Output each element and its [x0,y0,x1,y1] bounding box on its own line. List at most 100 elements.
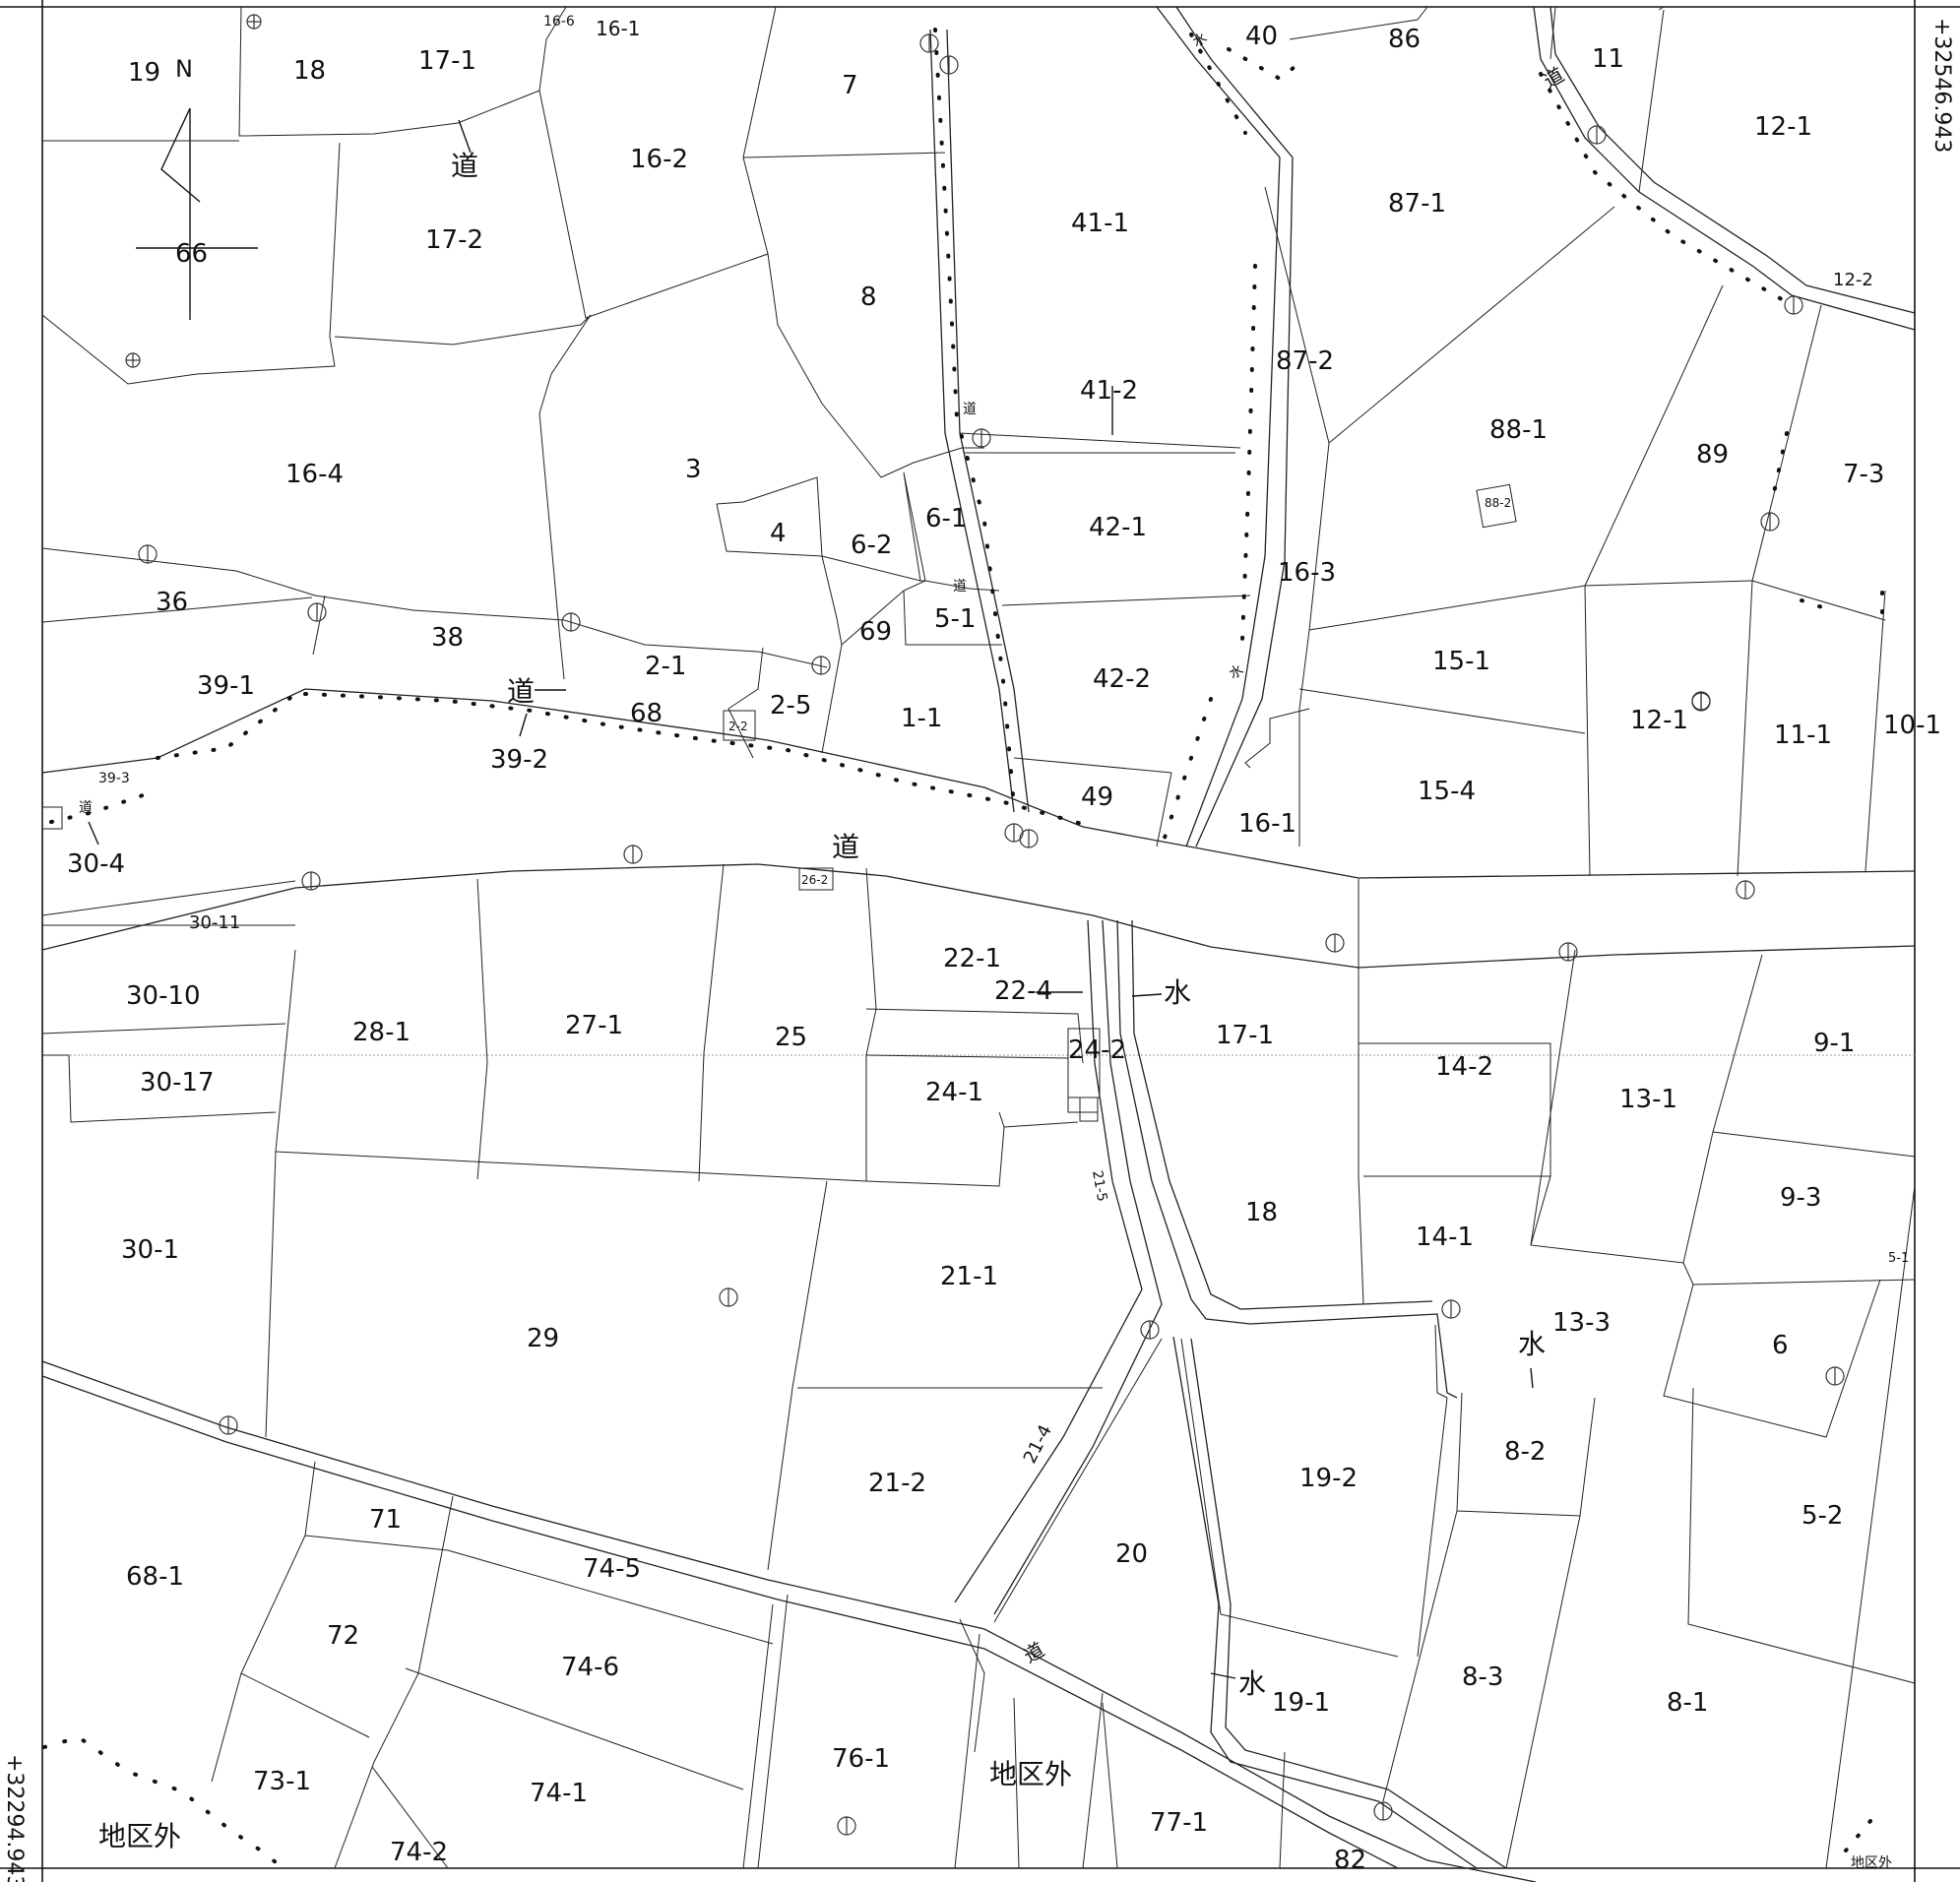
parcel-label: 18 [1245,1198,1278,1227]
parcel-label: 8 [860,282,877,312]
parcel-label: 11 [1592,44,1624,74]
parcel-label: 6-2 [851,531,892,560]
water-label: 水 [1238,1667,1266,1700]
parcel-label: 68-1 [126,1562,184,1592]
parcel-label: 16-4 [285,460,344,489]
outside-district-label: 地区外 [98,1820,181,1852]
parcel-label: 17-1 [418,46,476,76]
parcel-label: 73-1 [253,1767,311,1796]
parcel-label: 25 [775,1023,807,1052]
parcel-label: 26-2 [801,873,828,887]
parcel-label: 88-2 [1485,496,1511,510]
outside-district-label: 地区外 [1851,1855,1892,1871]
parcel-label: 18 [293,56,326,86]
parcel-label: 87-1 [1388,189,1446,219]
road-label: 道 [507,675,535,708]
parcel-label: 42-2 [1093,664,1151,694]
water-label: 水 [1190,31,1210,51]
parcel-label: 8-1 [1667,1688,1708,1718]
parcel-label: 74-5 [583,1554,641,1584]
parcel-label: 76-1 [832,1744,890,1774]
parcel-label: 21-1 [940,1262,998,1291]
parcel-label: 21-2 [868,1469,926,1498]
parcel-label: 39-1 [197,671,255,701]
parcel-label: 12-1 [1630,706,1688,735]
parcel-label: 72 [327,1621,359,1651]
parcel-label: 7-3 [1843,460,1884,489]
parcel-label: 28-1 [352,1018,411,1047]
parcel-label: 21-5 [1089,1169,1109,1203]
parcel-label: 19 [128,58,160,88]
parcel-label: 77-1 [1150,1808,1208,1838]
parcel-label: 12-2 [1833,270,1873,290]
road-label: 道 [79,800,93,816]
parcel-label: 74-6 [561,1653,619,1682]
water-label: 水 [1518,1328,1546,1360]
parcel-label: 6 [1772,1331,1789,1360]
parcel-label: 30-17 [140,1068,215,1098]
outside-district-label: 地区外 [989,1758,1072,1790]
parcel-label: 5-1 [1888,1251,1909,1266]
parcel-label: 41-2 [1080,376,1138,406]
parcel-label: 30-11 [189,912,240,933]
road-label: 道 [963,402,977,417]
parcel-label: 74-2 [390,1838,448,1867]
parcel-label: 12-1 [1754,112,1812,142]
parcel-label: 22-4 [994,976,1052,1006]
parcel-label: 71 [369,1505,402,1535]
parcel-label: 16-1 [1238,809,1296,839]
road-label: 道 [953,579,967,595]
parcel-label: 5-1 [934,604,976,634]
survey-markers [125,14,1845,1836]
parcel-labels: 19 18 17-1 16-6 16-1 7 40 86 11 12-1 16-… [67,14,1941,1875]
parcel-label: 39-3 [98,771,130,786]
parcel-label: 82 [1334,1846,1366,1875]
parcel-label: 8-3 [1462,1662,1503,1692]
parcel-label: 16-2 [630,145,688,174]
parcel-label: 4 [770,519,787,548]
parcel-label: 86 [1388,25,1421,54]
water-label: 水 [1164,976,1191,1009]
parcel-label: 40 [1245,22,1278,51]
parcel-label: 16-3 [1278,558,1336,588]
parcel-label: 14-2 [1435,1052,1493,1082]
parcel-label: 6-1 [925,504,967,533]
central-road [929,29,1458,1615]
parcel-label: 36 [156,588,188,617]
parcel-label: 89 [1696,440,1729,470]
parcel-label: 38 [431,623,464,653]
parcel-label: 27-1 [565,1011,623,1040]
parcel-label: 13-3 [1552,1308,1611,1338]
parcel-label: 19-2 [1299,1464,1358,1493]
annotation-arrows [88,119,1534,1679]
parcel-label: 16-6 [543,14,575,30]
parcel-label: 11-1 [1774,721,1832,750]
parcel-label: 74-1 [530,1779,588,1808]
parcel-boundaries [41,6,1916,1869]
parcel-label: 5-2 [1802,1501,1843,1531]
water-channel [1156,6,1507,1869]
parcel-label: 7 [842,71,858,100]
parcel-label: 1-1 [901,704,942,733]
parcel-label: 42-1 [1089,513,1147,542]
road-label: 道 [1020,1638,1048,1668]
parcel-label: 39-2 [490,745,548,775]
north-arrow-icon [136,107,258,320]
parcel-label: 21-4 [1020,1421,1056,1467]
road-label: 道 [832,831,859,863]
parcel-label: 9-1 [1813,1029,1855,1058]
dotted-boundaries [42,28,1884,1864]
parcel-label: 29 [527,1324,559,1353]
parcel-label: 20 [1115,1539,1148,1569]
parcel-label: 13-1 [1619,1085,1677,1114]
parcel-label: 69 [859,617,892,647]
north-label: N [175,55,193,83]
main-road [41,688,1916,1882]
parcel-label: 30-10 [126,981,201,1011]
parcel-label: 41-1 [1071,209,1129,238]
parcel-label: 9-3 [1780,1183,1821,1213]
small-boxes [41,483,1517,1122]
parcel-label: 24-2 [1068,1035,1126,1065]
